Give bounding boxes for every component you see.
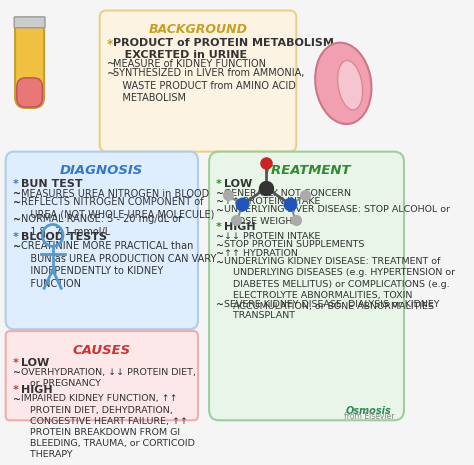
Text: *: *: [216, 222, 222, 232]
Text: CAUSES: CAUSES: [73, 344, 131, 357]
Text: ~: ~: [12, 214, 21, 225]
Text: from Elsevier: from Elsevier: [344, 412, 394, 421]
Text: STOP PROTEIN SUPPLEMENTS: STOP PROTEIN SUPPLEMENTS: [225, 240, 365, 249]
FancyBboxPatch shape: [6, 152, 198, 329]
FancyBboxPatch shape: [14, 17, 45, 28]
Text: *: *: [107, 38, 113, 51]
Text: UNDERLYING LIVER DISEASE: STOP ALCOHOL or
   LOSE WEIGHT: UNDERLYING LIVER DISEASE: STOP ALCOHOL o…: [225, 206, 450, 226]
Text: ↑↑ PROTEIN INTAKE: ↑↑ PROTEIN INTAKE: [225, 197, 321, 206]
Text: ~: ~: [12, 197, 21, 207]
Text: DIAGNOSIS: DIAGNOSIS: [60, 165, 144, 177]
Text: ~: ~: [107, 59, 115, 69]
Text: HIGH: HIGH: [225, 222, 256, 232]
Text: *: *: [12, 232, 18, 242]
Text: ~: ~: [216, 257, 224, 266]
Text: ~: ~: [216, 197, 224, 206]
Text: *: *: [12, 385, 18, 395]
Text: ~: ~: [216, 300, 224, 309]
Text: REFLECTS NITROGEN COMPONENT of
   UREA (NOT WHOLE UREA MOLECULE): REFLECTS NITROGEN COMPONENT of UREA (NOT…: [21, 197, 214, 219]
Text: LOW: LOW: [21, 359, 49, 368]
Text: TREATMENT: TREATMENT: [262, 165, 351, 177]
Text: MEASURE of KIDNEY FUNCTION: MEASURE of KIDNEY FUNCTION: [113, 59, 266, 69]
Text: NORMAL RANGE: 5 - 20 mg/dL or
   1.8 - 7.1 mmol/L: NORMAL RANGE: 5 - 20 mg/dL or 1.8 - 7.1 …: [21, 214, 182, 237]
Text: ~: ~: [12, 188, 21, 199]
Text: GENERALLY NOT CONCERN: GENERALLY NOT CONCERN: [225, 188, 352, 198]
Text: ~: ~: [216, 206, 224, 214]
Text: ~: ~: [12, 368, 20, 377]
Text: ~: ~: [107, 68, 115, 78]
FancyBboxPatch shape: [6, 331, 198, 420]
Text: *: *: [12, 359, 18, 368]
Text: ~: ~: [216, 232, 224, 241]
FancyBboxPatch shape: [100, 11, 296, 152]
Text: MEASURES UREA NITROGEN in BLOOD: MEASURES UREA NITROGEN in BLOOD: [21, 188, 210, 199]
FancyBboxPatch shape: [15, 18, 44, 108]
Text: ~: ~: [12, 394, 20, 404]
Text: ~: ~: [216, 188, 224, 198]
Ellipse shape: [337, 60, 363, 110]
Text: SYNTHESIZED in LIVER from AMMONIA,
   WASTE PRODUCT from AMINO ACID
   METABOLIS: SYNTHESIZED in LIVER from AMMONIA, WASTE…: [113, 68, 305, 103]
Text: SEVERE KIDNEY DISEASE: DIALYSIS or KIDNEY
   TRANSPLANT: SEVERE KIDNEY DISEASE: DIALYSIS or KIDNE…: [225, 300, 440, 320]
Text: *: *: [12, 179, 18, 189]
Text: ~: ~: [216, 240, 224, 249]
FancyBboxPatch shape: [17, 78, 42, 107]
Text: BLOOD TESTS: BLOOD TESTS: [21, 232, 107, 242]
Text: PRODUCT of PROTEIN METABOLISM
   EXCRETED in URINE: PRODUCT of PROTEIN METABOLISM EXCRETED i…: [113, 38, 334, 60]
Text: CREATININE MORE PRACTICAL than
   BUN as UREA PRODUCTION CAN VARY
   INDEPENDENT: CREATININE MORE PRACTICAL than BUN as UR…: [21, 241, 217, 289]
Text: *: *: [216, 179, 222, 189]
Text: LOW: LOW: [225, 179, 253, 189]
Text: Osmosis: Osmosis: [346, 406, 392, 416]
Text: HIGH: HIGH: [21, 385, 53, 395]
Text: ~: ~: [12, 241, 21, 252]
Text: IMPAIRED KIDNEY FUNCTION, ↑↑
   PROTEIN DIET, DEHYDRATION,
   CONGESTIVE HEART F: IMPAIRED KIDNEY FUNCTION, ↑↑ PROTEIN DIE…: [21, 394, 195, 459]
Text: BUN TEST: BUN TEST: [21, 179, 82, 189]
Ellipse shape: [315, 43, 372, 124]
Text: ↑↑ HYDRATION: ↑↑ HYDRATION: [225, 249, 298, 258]
Text: UNDERLYING KIDNEY DISEASE: TREATMENT of
   UNDERLYING DISEASES (e.g. HYPERTENSIO: UNDERLYING KIDNEY DISEASE: TREATMENT of …: [225, 257, 456, 311]
Text: ~: ~: [216, 249, 224, 258]
Text: BACKGROUND: BACKGROUND: [148, 23, 247, 36]
Text: OVERHYDRATION, ↓↓ PROTEIN DIET,
   or PREGNANCY: OVERHYDRATION, ↓↓ PROTEIN DIET, or PREGN…: [21, 368, 196, 388]
Text: ↓↓ PROTEIN INTAKE: ↓↓ PROTEIN INTAKE: [225, 232, 321, 241]
FancyBboxPatch shape: [209, 152, 404, 420]
